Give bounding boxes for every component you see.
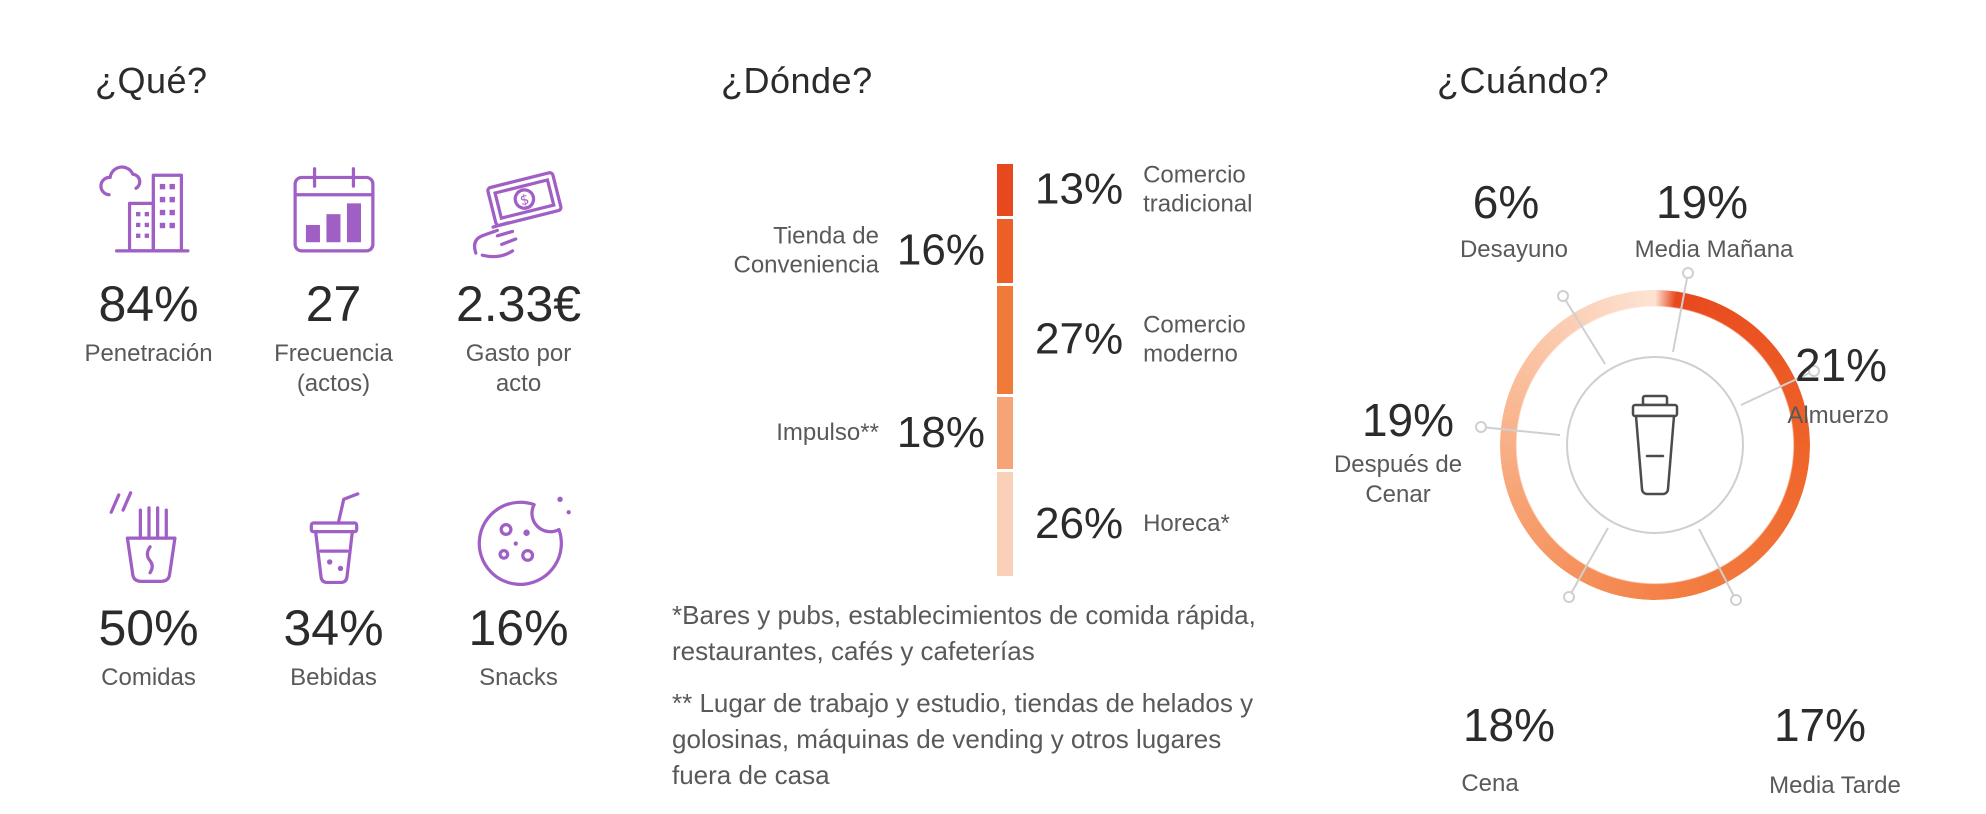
segment-label: Comercio tradicional [1143, 161, 1253, 218]
stat-value: 50% [98, 600, 199, 656]
slice-label-media-manana: Media Mañana [1634, 236, 1794, 263]
segment-annotation: 26% Horeca* [1035, 499, 1293, 549]
footnote-horeca: *Bares y pubs, establecimientos de comid… [672, 600, 1256, 666]
donut-connectors [1475, 267, 1820, 606]
bar-segment-impulso [997, 397, 1013, 469]
stat-label: Penetración [84, 339, 213, 367]
stat-label: Bebidas [290, 663, 377, 691]
slice-label-cena: Cena [1461, 770, 1519, 797]
slice-label-media-tarde: Media Tarde [1769, 772, 1901, 799]
stat-value: 27 [305, 276, 362, 332]
donde-section-title: ¿Dónde? [721, 60, 873, 101]
segment-label: Horeca* [1143, 510, 1230, 538]
slice-value-media-manana: 19% [1655, 176, 1749, 228]
stat-frecuencia: 27 Frecuencia (actos) [241, 158, 426, 399]
center-circle [1566, 356, 1744, 534]
segment-label: Comercio moderno [1143, 311, 1246, 368]
stat-label: Comidas [101, 663, 196, 691]
city-icon [98, 165, 189, 253]
svg-text:$: $ [518, 192, 531, 210]
slice-value-cena: 18% [1462, 699, 1556, 751]
segment-label: Tienda de Conveniencia [733, 222, 879, 279]
que-stats-row-2: 50% Comidas 34% Bebidas [56, 482, 611, 693]
bar-segment-comercio-tradicional [997, 164, 1013, 216]
segment-value: 26% [1035, 499, 1124, 548]
stat-value: 84% [98, 276, 199, 332]
segment-annotation: Tienda de Conveniencia 16% [704, 222, 985, 281]
slice-value-almuerzo: 21% [1794, 339, 1888, 391]
bar-segment-horeca [997, 472, 1013, 576]
calendar-icon [293, 167, 374, 253]
stat-value: 16% [468, 600, 569, 656]
bar-segment-comercio-moderno [997, 286, 1013, 394]
banknote-hand-icon: $ [472, 171, 563, 259]
donde-stacked-bar-chart: 13% Comercio tradicional 27% Comercio mo… [640, 162, 1260, 576]
noodles-icon [109, 491, 177, 583]
segment-value: 18% [896, 408, 985, 457]
slice-label-despues-cenar: Después de Cenar [1333, 451, 1463, 508]
footnote-impulso: ** Lugar de trabajo y estudio, tiendas d… [672, 688, 1254, 790]
stat-gasto: $ 2.33€ Gasto por acto [426, 158, 611, 399]
slice-value-desayuno: 6% [1472, 176, 1540, 228]
connector-dots [1475, 267, 1820, 606]
slice-label-almuerzo: Almuerzo [1787, 402, 1889, 429]
coffee-cup-icon [1631, 394, 1679, 496]
stat-comidas: 50% Comidas [56, 482, 241, 693]
slice-value-despues-cenar: 19% [1361, 394, 1455, 446]
stat-value: 2.33€ [455, 276, 582, 332]
stat-snacks: 16% Snacks [426, 482, 611, 693]
segment-value: 16% [896, 226, 985, 275]
drink-icon [309, 492, 359, 585]
slice-value-media-tarde: 17% [1773, 699, 1867, 751]
stat-label: Gasto por acto [465, 339, 572, 397]
que-section-title: ¿Qué? [95, 60, 208, 101]
bar-segment-tienda-conveniencia [997, 219, 1013, 283]
stacked-bar [997, 164, 1013, 576]
segment-annotation: 27% Comercio moderno [1035, 311, 1293, 370]
stat-value: 34% [283, 600, 384, 656]
stat-label: Snacks [479, 663, 558, 691]
segment-label: Impulso** [776, 419, 879, 447]
stat-label: Frecuencia (actos) [274, 339, 393, 397]
segment-annotation: Impulso** 18% [704, 408, 985, 458]
cuando-donut-chart: 6% Desayuno 19% Media Mañana 21% Almuerz… [1330, 150, 1986, 814]
segment-annotation: 13% Comercio tradicional [1035, 161, 1293, 220]
cookie-icon [477, 496, 571, 586]
segment-value: 13% [1035, 165, 1124, 214]
stat-bebidas: 34% Bebidas [241, 482, 426, 693]
cuando-section-title: ¿Cuándo? [1437, 60, 1610, 101]
segment-value: 27% [1035, 315, 1124, 364]
slice-label-desayuno: Desayuno [1459, 236, 1569, 263]
stat-penetracion: 84% Penetración [56, 158, 241, 399]
que-stats-row-1: 84% Penetración 27 Frecuencia (actos) [56, 158, 611, 399]
